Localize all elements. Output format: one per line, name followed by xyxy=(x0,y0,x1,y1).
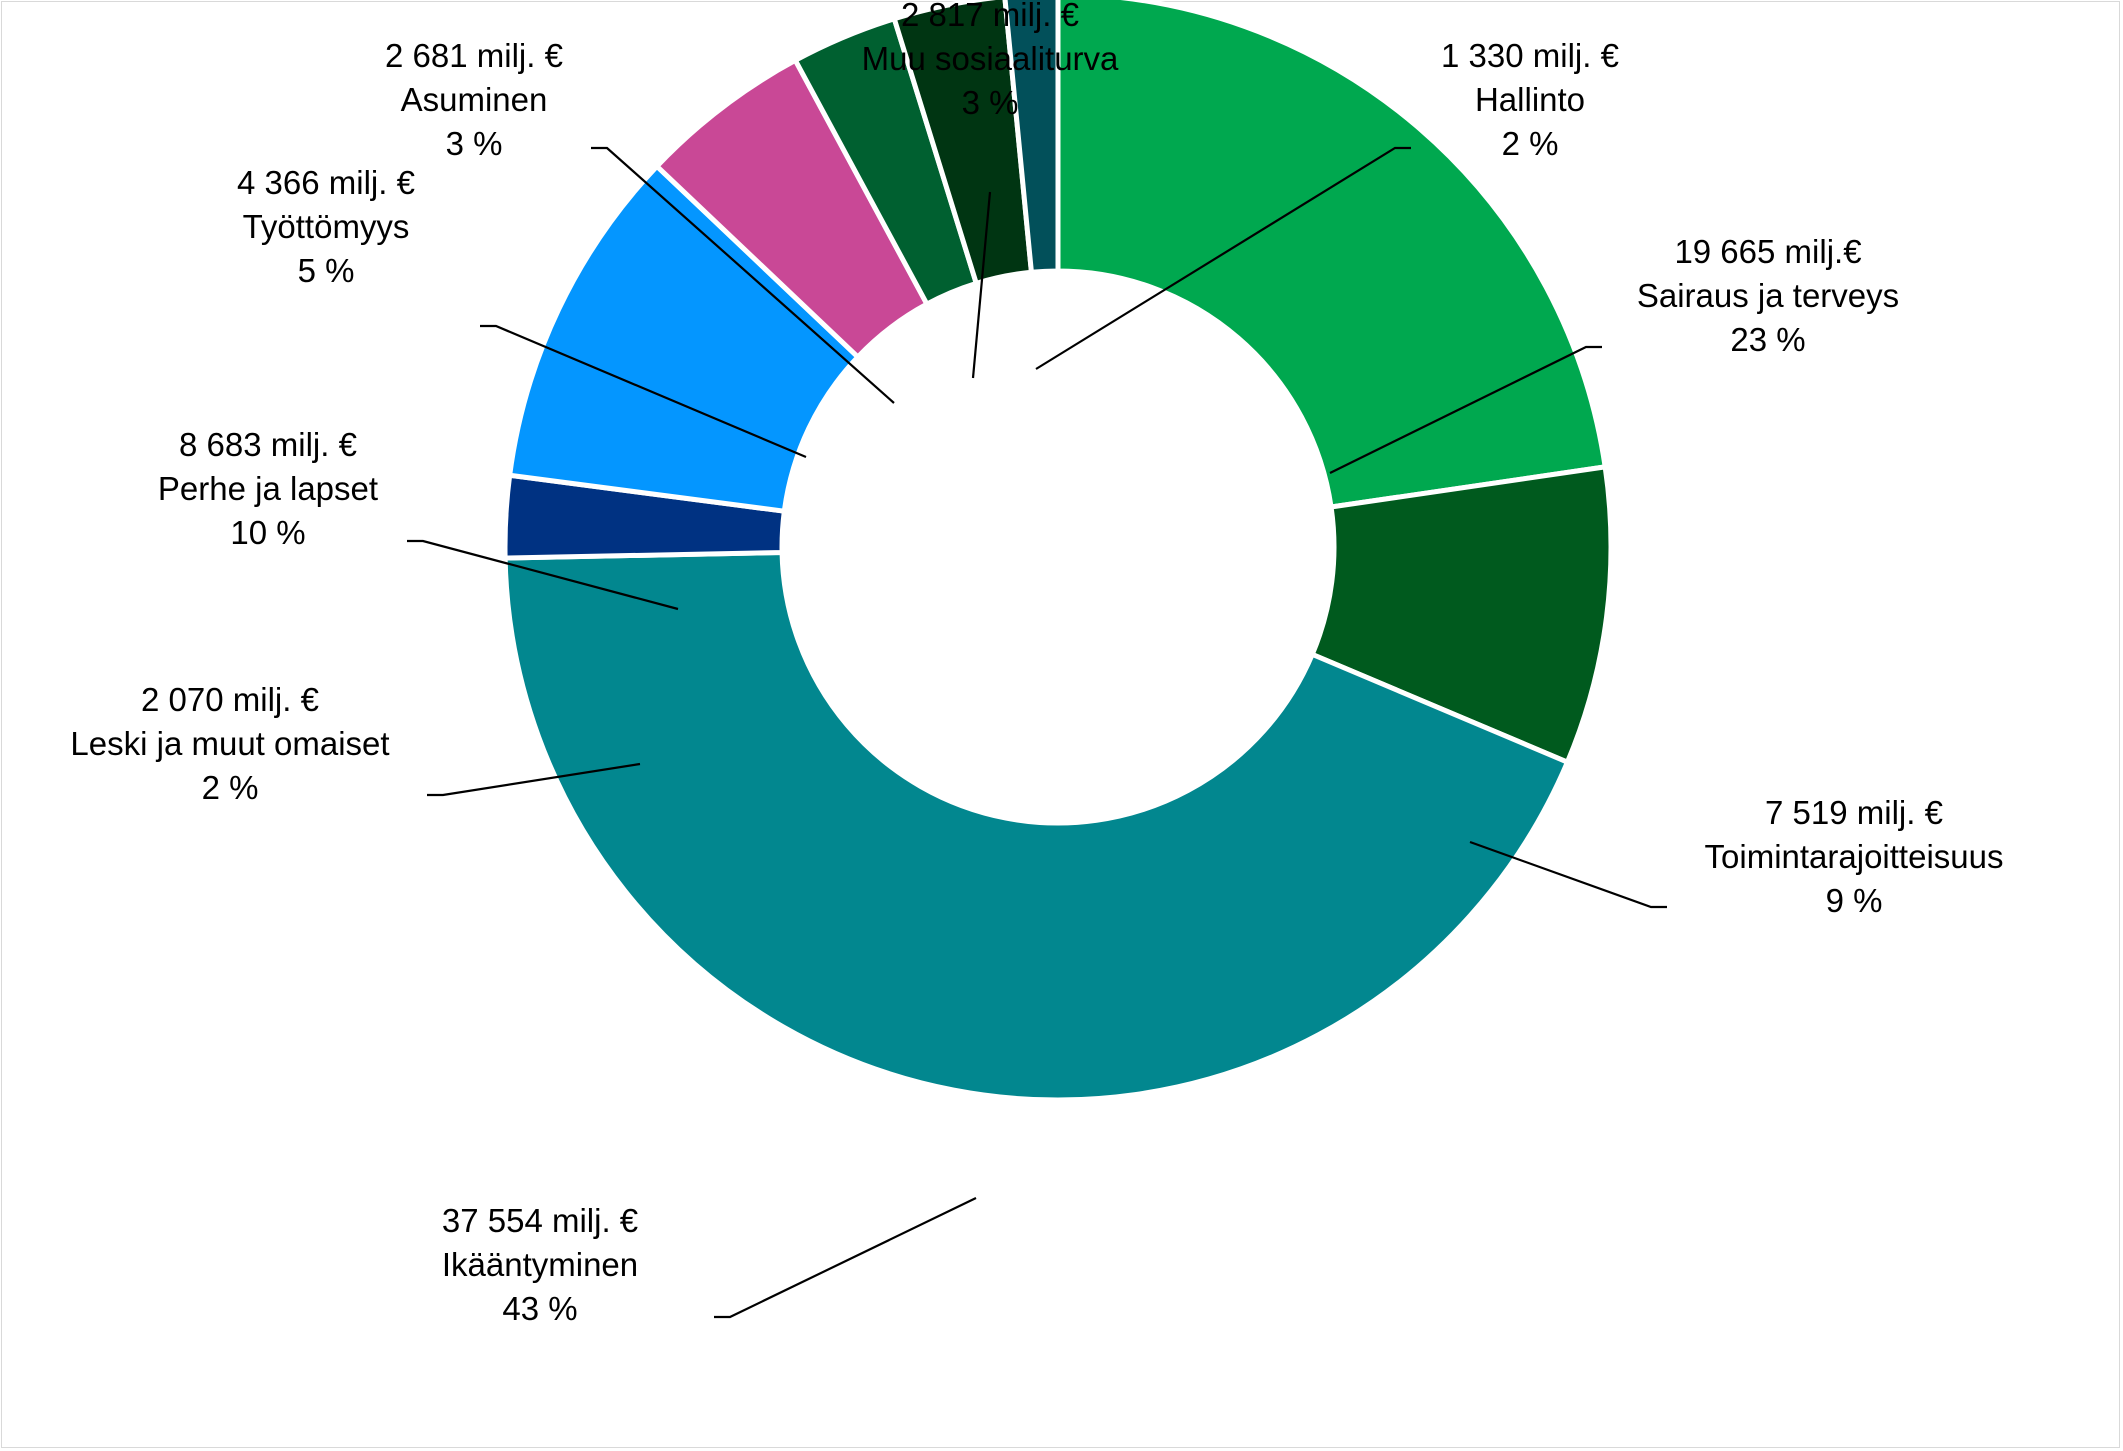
data-label-percent: 2 % xyxy=(1502,125,1559,162)
leader-line-leski-ja-muut-omaiset xyxy=(427,762,641,797)
data-label-percent: 23 % xyxy=(1730,321,1805,358)
data-label-amount: 4 366 milj. € xyxy=(237,164,415,201)
data-label-percent: 3 % xyxy=(962,84,1019,121)
leader-line-sairaus-ja-terveys xyxy=(1329,345,1602,474)
data-label-amount: 2 817 milj. € xyxy=(901,0,1079,33)
leader-line-tyottomyys xyxy=(480,324,807,459)
data-label-percent: 10 % xyxy=(230,514,305,551)
data-label-category: Perhe ja lapset xyxy=(158,470,378,507)
data-labels: 19 665 milj.€ Sairaus ja terveys 23 % 7 519… xyxy=(70,0,2003,1327)
data-label-category: Toimintarajoitteisuus xyxy=(1705,838,2004,875)
data-label-sairaus-ja-terveys: 19 665 milj.€ Sairaus ja terveys 23 % xyxy=(1637,233,1899,358)
data-label-amount: 2 070 milj. € xyxy=(141,681,319,718)
data-label-percent: 2 % xyxy=(202,769,259,806)
data-label-perhe-ja-lapset: 8 683 milj. € Perhe ja lapset 10 % xyxy=(158,426,378,551)
data-label-tyottomyys: 4 366 milj. € Työttömyys 5 % xyxy=(237,164,415,289)
leader-line-ikaantyminen xyxy=(714,1197,977,1319)
data-label-percent: 9 % xyxy=(1826,882,1883,919)
data-label-leski-ja-muut-omaiset: 2 070 milj. € Leski ja muut omaiset 2 % xyxy=(70,681,389,806)
leader-lines xyxy=(407,146,1667,1319)
data-label-toimintarajoitteisuus: 7 519 milj. € Toimintarajoitteisuus 9 % xyxy=(1705,794,2004,919)
leader-line-perhe-ja-lapset xyxy=(407,539,679,611)
data-label-muu-sosiaaliturva: 2 817 milj. € Muu sosiaaliturva 3 % xyxy=(862,0,1119,121)
data-label-category: Leski ja muut omaiset xyxy=(70,725,389,762)
data-label-hallinto: 1 330 milj. € Hallinto 2 % xyxy=(1441,37,1619,162)
data-label-category: Työttömyys xyxy=(243,208,410,245)
data-label-percent: 5 % xyxy=(298,252,355,289)
data-label-category: Muu sosiaaliturva xyxy=(862,40,1119,77)
data-label-amount: 2 681 milj. € xyxy=(385,37,563,74)
data-label-amount: 37 554 milj. € xyxy=(442,1202,638,1239)
data-label-ikaantyminen: 37 554 milj. € Ikääntyminen 43 % xyxy=(442,1202,638,1327)
data-label-category: Ikääntyminen xyxy=(442,1246,638,1283)
data-label-asuminen: 2 681 milj. € Asuminen 3 % xyxy=(385,37,563,162)
leader-line-asuminen xyxy=(591,146,895,404)
leader-line-hallinto xyxy=(1035,146,1411,370)
leader-line-toimintarajoitteisuus xyxy=(1469,840,1667,909)
data-label-category: Sairaus ja terveys xyxy=(1637,277,1899,314)
slice-sairaus-ja-terveys xyxy=(1055,0,1608,510)
slice-ikaantyminen xyxy=(502,550,1570,1103)
data-label-percent: 3 % xyxy=(446,125,503,162)
data-label-amount: 8 683 milj. € xyxy=(179,426,357,463)
data-label-percent: 43 % xyxy=(502,1290,577,1327)
data-label-amount: 1 330 milj. € xyxy=(1441,37,1619,74)
slice-toimintarajoitteisuus xyxy=(1309,464,1614,765)
data-label-category: Hallinto xyxy=(1475,81,1585,118)
slice-perhe-ja-lapset xyxy=(507,163,861,514)
data-label-category: Asuminen xyxy=(401,81,548,118)
leader-line-muu-sosiaaliturva xyxy=(971,191,992,379)
data-label-amount: 7 519 milj. € xyxy=(1765,794,1943,831)
donut-slices xyxy=(502,0,1614,1103)
data-label-amount: 19 665 milj.€ xyxy=(1674,233,1861,270)
slice-hallinto xyxy=(1002,0,1061,275)
